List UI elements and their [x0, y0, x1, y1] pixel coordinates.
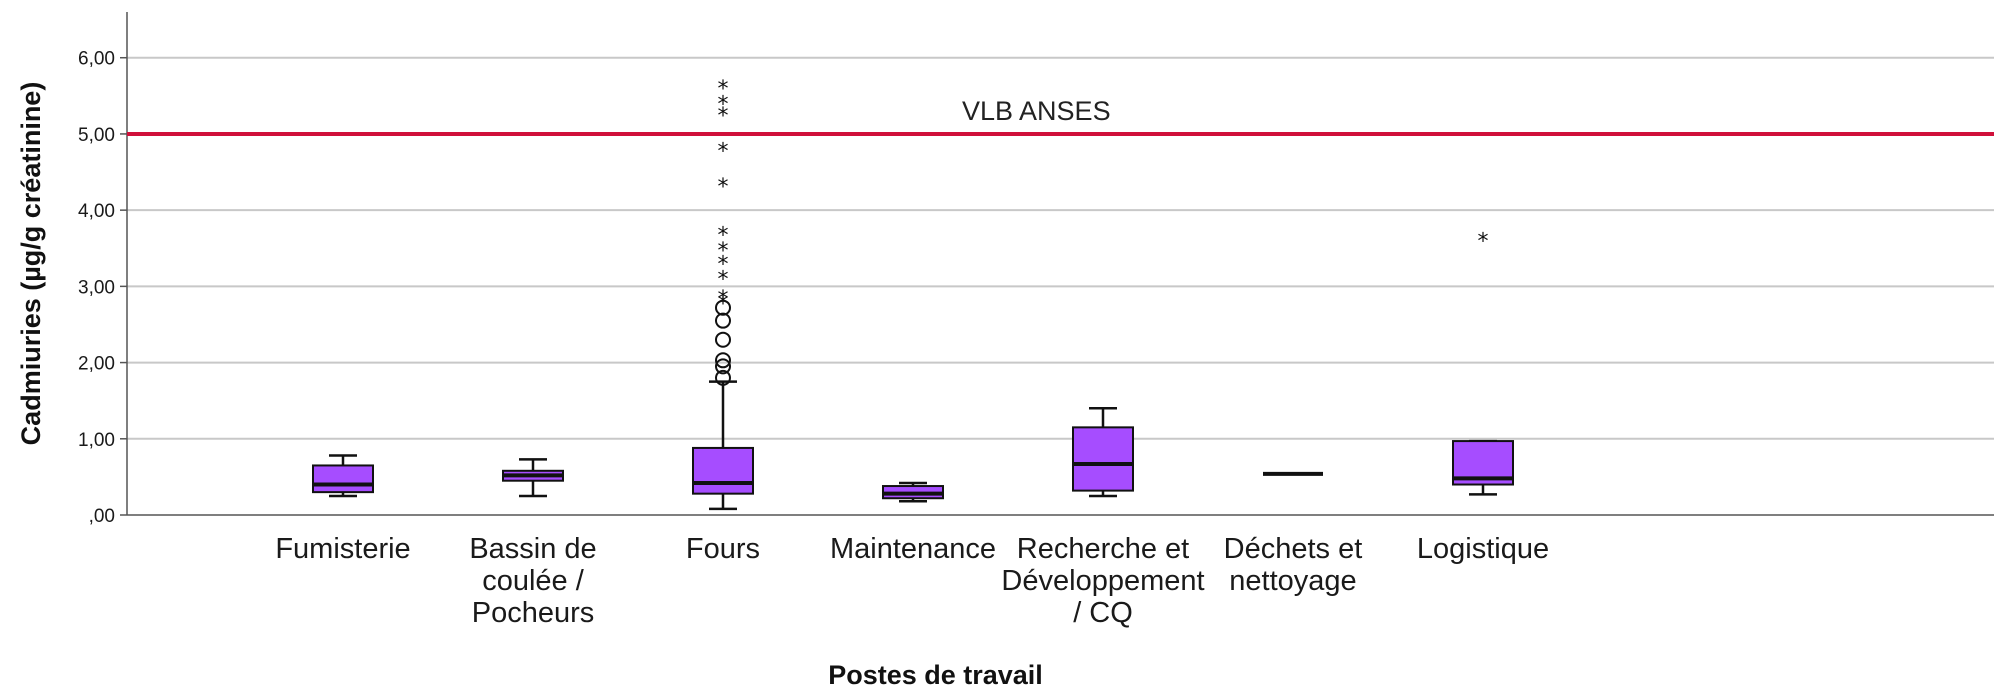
reference-line-label: VLB ANSES — [962, 96, 1111, 126]
outlier-star: * — [718, 104, 729, 129]
outlier-star: * — [718, 287, 729, 312]
category-label: Recherche et Développement / CQ — [1001, 533, 1204, 629]
y-tick-label: 5,00 — [78, 125, 115, 146]
box-7 — [1452, 439, 1514, 496]
category-label: Logistique — [1417, 533, 1549, 565]
category-label: Fumisterie — [275, 533, 410, 565]
box-3 — [692, 380, 754, 511]
outlier-circle — [715, 358, 731, 375]
outlier-star: * — [718, 92, 729, 117]
y-tick-label: 4,00 — [78, 201, 115, 222]
y-tick-label: 1,00 — [78, 430, 115, 451]
outlier-star: * — [1478, 230, 1489, 255]
y-tick-label: 2,00 — [78, 354, 115, 375]
outlier-star: * — [718, 253, 729, 278]
outlier-star: * — [718, 224, 729, 249]
outlier-star: * — [718, 175, 729, 200]
y-axis-ticks: ,00 1,00 2,00 3,00 4,00 5,00 6,00 — [78, 49, 127, 527]
box-iqr — [312, 464, 374, 494]
x-axis-category-labels: Fumisterie Bassin de coulée / Pocheurs Fours… — [275, 533, 1549, 629]
outlier-star: * — [718, 268, 729, 293]
y-axis-title: Cadmiuries (µg/g créatinine) — [16, 82, 46, 446]
outlier-star: * — [718, 140, 729, 165]
outlier-circle — [715, 331, 731, 348]
box-1 — [312, 454, 374, 498]
category-label: Déchets et nettoyage — [1224, 533, 1363, 597]
y-tick-label: 6,00 — [78, 49, 115, 70]
box-4 — [882, 481, 944, 503]
outlier-star: * — [718, 292, 729, 317]
x-axis-title: Postes de travail — [828, 660, 1043, 690]
y-tick-label: 3,00 — [78, 277, 115, 298]
box-iqr — [692, 446, 754, 495]
outlier-circle — [715, 352, 731, 369]
category-label: Bassin de coulée / Pocheurs — [469, 533, 596, 629]
boxes — [312, 380, 1514, 511]
outlier-star: * — [718, 239, 729, 264]
box-5 — [1072, 407, 1134, 498]
category-label: Fours — [686, 533, 760, 565]
outlier-circle — [715, 299, 731, 316]
box-iqr — [1072, 426, 1134, 492]
outlier-star: * — [718, 77, 729, 102]
category-label: Maintenance — [830, 533, 996, 565]
outlier-circle — [715, 369, 731, 386]
outlier-circle — [715, 312, 731, 329]
outliers: ************ — [715, 77, 1489, 386]
y-tick-label: ,00 — [89, 506, 115, 527]
box-2 — [502, 458, 564, 498]
